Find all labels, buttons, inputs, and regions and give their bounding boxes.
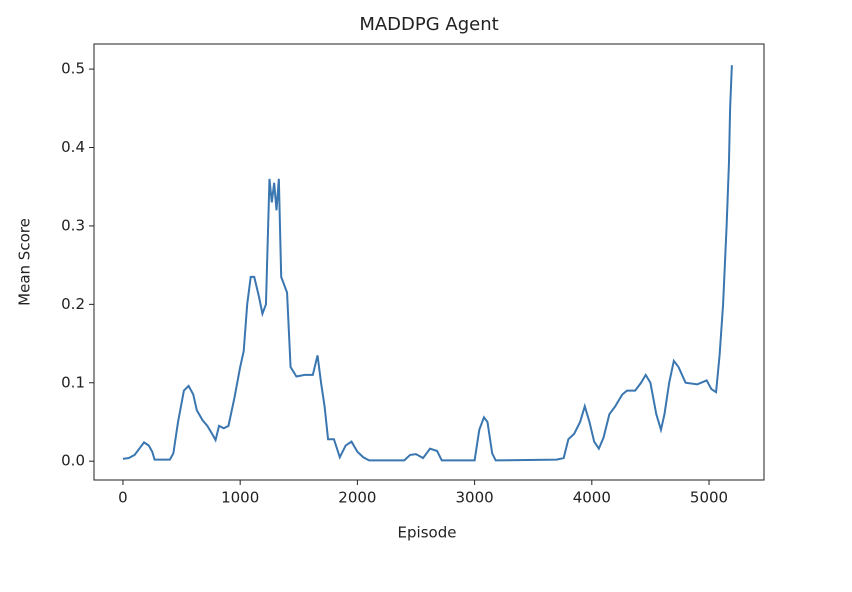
plot-frame bbox=[93, 43, 765, 481]
chart-title: MADDPG Agent bbox=[359, 14, 498, 35]
y-axis-label: Mean Score bbox=[16, 218, 34, 306]
x-tick-label: 3000 bbox=[456, 489, 494, 507]
y-tick-label: 0.4 bbox=[61, 138, 85, 156]
x-tick-label: 2000 bbox=[338, 489, 376, 507]
line-series bbox=[122, 65, 733, 462]
y-tick-label: 0.5 bbox=[61, 60, 85, 78]
y-tick-label: 0.3 bbox=[61, 216, 85, 234]
x-tick-label: 1000 bbox=[221, 489, 259, 507]
x-tick-label: 5000 bbox=[690, 489, 728, 507]
y-tick-label: 0.1 bbox=[61, 373, 85, 391]
y-tick-label: 0.2 bbox=[61, 295, 85, 313]
y-tick-label: 0.0 bbox=[61, 452, 85, 470]
x-tick-label: 4000 bbox=[573, 489, 611, 507]
x-axis-label: Episode bbox=[398, 524, 457, 542]
x-tick-label: 0 bbox=[118, 489, 128, 507]
